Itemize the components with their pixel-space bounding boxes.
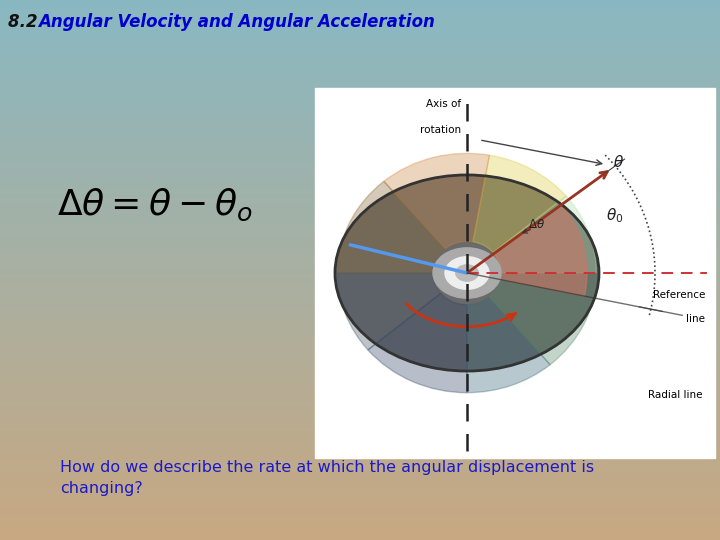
Wedge shape [493, 196, 596, 273]
Text: Radial line: Radial line [648, 389, 702, 400]
Ellipse shape [456, 265, 478, 281]
Wedge shape [338, 273, 441, 350]
Text: $\Delta\theta$: $\Delta\theta$ [528, 218, 546, 232]
Wedge shape [467, 298, 550, 393]
Wedge shape [489, 273, 596, 364]
Text: Axis of: Axis of [426, 99, 461, 109]
Wedge shape [368, 293, 467, 393]
Wedge shape [384, 153, 490, 249]
Wedge shape [473, 155, 566, 253]
Text: rotation: rotation [420, 125, 461, 135]
Text: Angular Velocity and Angular Acceleration: Angular Velocity and Angular Acceleratio… [38, 13, 435, 31]
Text: $\theta_0$: $\theta_0$ [606, 206, 624, 225]
Ellipse shape [433, 248, 501, 298]
Text: Reference: Reference [652, 289, 705, 300]
Text: 8.2: 8.2 [8, 13, 43, 31]
Text: $\theta$: $\theta$ [613, 154, 624, 170]
Text: line: line [686, 314, 705, 323]
Wedge shape [467, 205, 587, 296]
Text: $\Delta\theta = \theta - \theta_o$: $\Delta\theta = \theta - \theta_o$ [57, 187, 253, 223]
Wedge shape [338, 181, 445, 273]
Ellipse shape [335, 175, 599, 371]
Text: How do we describe the rate at which the angular displacement is
changing?: How do we describe the rate at which the… [60, 460, 594, 496]
Bar [315, 88, 715, 458]
Ellipse shape [445, 256, 489, 289]
